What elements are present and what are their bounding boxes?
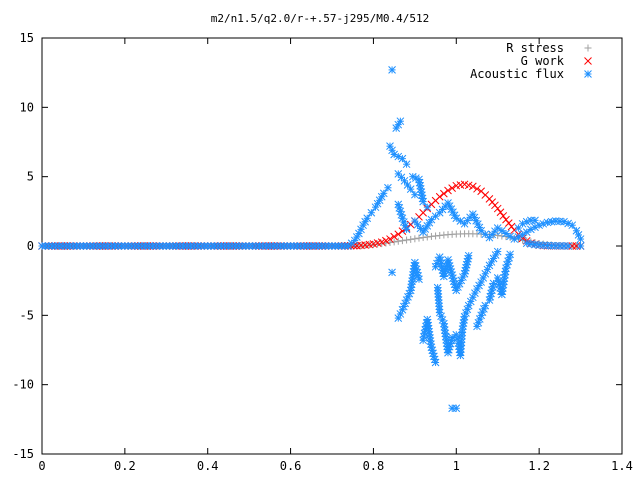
data-point [394, 237, 402, 245]
legend-label: Acoustic flux [470, 67, 564, 81]
axes: 0 0.2 0.4 0.6 0.8 1 1.2 1.4 -15 -10 -5 0 5 10 15 [12, 31, 633, 473]
data-point [448, 333, 456, 342]
data-point [415, 234, 423, 242]
data-point [423, 233, 431, 241]
data-point [403, 236, 411, 244]
data-point [398, 154, 407, 163]
data-point [568, 221, 577, 230]
y-tick-label: -5 [20, 308, 34, 322]
data-point [388, 268, 396, 277]
data-point [435, 192, 444, 201]
x-tick-label: 0.2 [114, 459, 136, 473]
data-point [388, 66, 396, 74]
data-point [379, 189, 388, 198]
data-point [382, 236, 390, 245]
data-point [402, 225, 411, 234]
data-point [576, 235, 585, 243]
data-point [390, 238, 398, 246]
y-tick-label: 0 [27, 239, 34, 253]
data-point [493, 247, 502, 256]
data-point [394, 230, 403, 239]
x-tick-label: 0.8 [363, 459, 385, 473]
x-tick-label: 1.4 [611, 459, 633, 473]
data-point [402, 160, 411, 169]
data-point [543, 218, 552, 227]
data-point [499, 212, 508, 220]
series-2 [38, 66, 585, 413]
y-tick-label: -10 [12, 378, 34, 392]
legend-marker [584, 57, 592, 65]
data-point [400, 176, 409, 185]
data-point [406, 185, 415, 194]
data-point [464, 251, 473, 260]
legend-label: R stress [506, 41, 564, 55]
data-point [547, 217, 556, 226]
data-point [398, 237, 406, 245]
data-point [469, 182, 477, 191]
legend-marker [584, 70, 592, 78]
data-point [506, 250, 514, 259]
data-point [363, 214, 372, 223]
data-point [378, 240, 386, 248]
x-tick-label: 0.4 [197, 459, 219, 473]
data-point [377, 238, 386, 246]
x-tick-label: 0 [38, 459, 45, 473]
data-point [419, 197, 427, 206]
data-point [450, 211, 459, 220]
data-point [411, 235, 419, 243]
data-point [415, 178, 424, 187]
data-point [396, 117, 405, 126]
x-tick-label: 1 [453, 459, 460, 473]
y-tick-label: 15 [20, 31, 34, 45]
data-point [496, 208, 505, 217]
data-point [473, 184, 481, 193]
data-point [485, 261, 494, 270]
data-point [367, 208, 376, 217]
data-point [407, 235, 415, 243]
data-point [494, 231, 502, 239]
data-point [401, 299, 410, 308]
data-point [390, 232, 398, 241]
data-point [481, 301, 490, 310]
data-point [403, 181, 412, 189]
data-point [386, 235, 394, 243]
data-point [423, 203, 432, 212]
data-point [431, 358, 440, 367]
chart-title: m2/n1.5/q2.0/r-+.57-j295/M0.4/512 [211, 12, 430, 25]
y-tick-label: 10 [20, 100, 34, 114]
data-point [448, 184, 456, 192]
x-tick-label: 0.6 [280, 459, 302, 473]
data-point [444, 259, 453, 267]
data-point [493, 204, 502, 213]
data-point [564, 219, 572, 228]
data-point [576, 242, 585, 250]
data-point [564, 242, 572, 250]
data-point [452, 404, 461, 413]
legend-label: G work [521, 54, 565, 68]
data-point [384, 183, 392, 192]
series-layer [38, 66, 585, 413]
legend-marker [584, 44, 592, 52]
data-point [415, 275, 423, 284]
data-point [440, 189, 448, 198]
data-point [444, 186, 452, 195]
data-point [531, 216, 539, 225]
data-point [359, 221, 367, 230]
y-tick-label: -15 [12, 447, 34, 461]
y-tick-label: 5 [27, 170, 34, 184]
x-tick-label: 1.2 [528, 459, 550, 473]
